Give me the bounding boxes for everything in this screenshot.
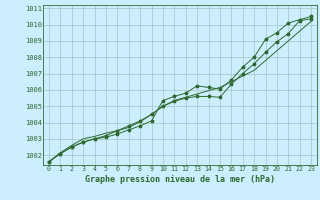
X-axis label: Graphe pression niveau de la mer (hPa): Graphe pression niveau de la mer (hPa)	[85, 175, 275, 184]
